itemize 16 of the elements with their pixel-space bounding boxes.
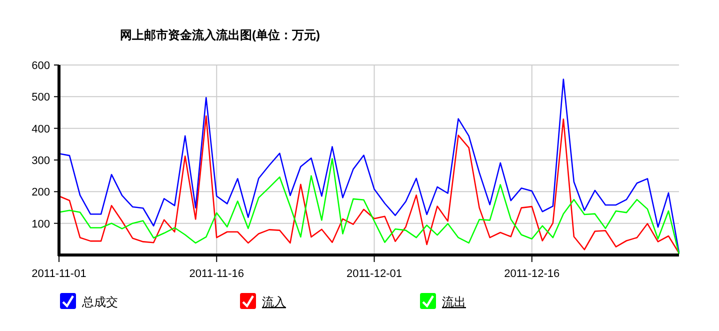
y-tick-label: 300 [32,155,50,167]
y-tick-label: 500 [32,92,50,104]
line-series [58,78,680,254]
legend-label: 总成交 [81,295,118,309]
y-tick-label: 600 [32,60,50,72]
x-tick-label: 2011-11-01 [32,268,86,280]
line-series [58,115,680,254]
y-tick-label: 100 [32,218,50,230]
x-tick-label: 2011-12-01 [346,268,402,280]
x-tick-label: 2011-11-16 [189,268,244,280]
y-tick-label: 400 [32,123,50,136]
x-tick-label: 2011-12-16 [504,268,560,280]
y-tick-label: 200 [32,186,50,199]
legend-label: 流出 [442,295,466,309]
chart-title: 网上邮市资金流入流出图(单位：万元) [120,28,320,42]
legend-label: 流入 [262,295,286,309]
